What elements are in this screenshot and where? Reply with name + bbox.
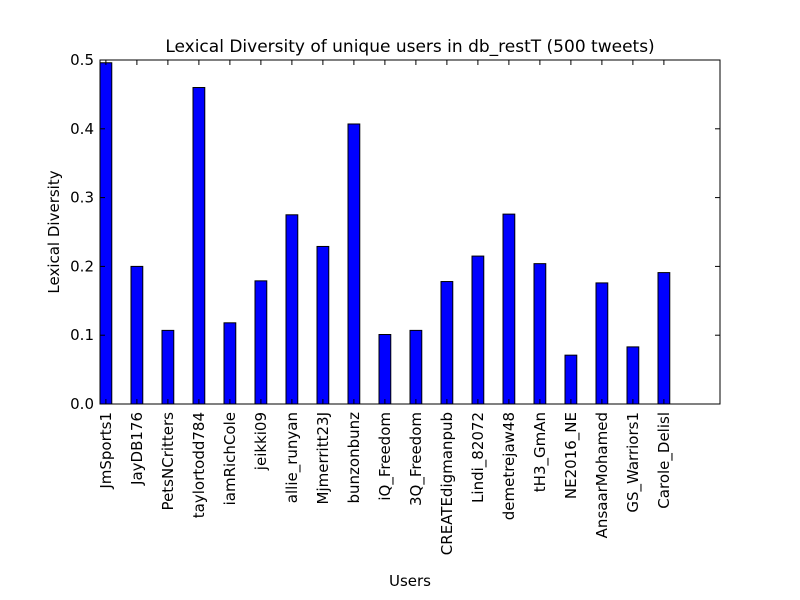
y-tick-label: 0.3 — [70, 189, 94, 207]
bar-AnsaarMohamed — [595, 282, 609, 405]
x-tick-label: Mjmerritt23J — [314, 412, 332, 504]
x-tick-label: bunzonbunz — [345, 412, 363, 504]
x-tick-label: PetsNCritters — [159, 412, 177, 511]
chart-title: Lexical Diversity of unique users in db_… — [165, 37, 654, 57]
x-tick-label: demetrejaw48 — [500, 412, 518, 520]
y-tick-label: 0.1 — [70, 326, 94, 344]
x-tick-label: 3Q_Freedom — [407, 412, 426, 506]
x-tick-label: jeikki09 — [252, 412, 270, 471]
x-tick-label: JayDB176 — [128, 412, 146, 486]
bar-Lindi_82072 — [471, 255, 485, 405]
y-tick-label: 0.5 — [70, 51, 94, 69]
bar-JmSports1 — [99, 62, 113, 405]
bar-taylortodd784 — [192, 87, 206, 405]
y-axis-label: Lexical Diversity — [45, 170, 63, 293]
plot-frame — [99, 59, 721, 405]
bar-CREATEdigmanpub — [440, 281, 454, 405]
bar-Mjmerritt23J — [316, 245, 330, 405]
y-tick-label: 0.2 — [70, 257, 94, 275]
x-tick-label: taylortodd784 — [190, 412, 208, 518]
x-tick-label: allie_runyan — [283, 412, 302, 503]
bar-iQ_Freedom — [378, 334, 392, 405]
x-tick-label: tH3_GmAn — [531, 412, 550, 492]
x-axis-label: Users — [389, 572, 431, 590]
x-tick-label: iamRichCole — [221, 412, 239, 505]
bar-JayDB176 — [130, 265, 144, 405]
y-tick-label: 0.4 — [70, 120, 94, 138]
bar-iamRichCole — [223, 322, 237, 405]
x-tick-label: iQ_Freedom — [376, 412, 395, 501]
bar-GS_Warriors1 — [626, 346, 640, 405]
bar-bunzonbunz — [347, 123, 361, 405]
bar-PetsNCritters — [161, 329, 175, 405]
x-tick-label: JmSports1 — [97, 412, 115, 490]
bar-jeikki09 — [254, 280, 268, 405]
bar-3Q_Freedom — [409, 329, 423, 405]
bar-demetrejaw48 — [502, 213, 516, 405]
x-tick-label: Lindi_82072 — [469, 412, 488, 503]
plot-area: 0.0 0.1 0.2 0.3 0.4 0.5 JmSports1 JayDB176 PetsN… — [70, 51, 721, 555]
bar-Carole_Delisl — [657, 272, 671, 405]
x-tick-label: AnsaarMohamed — [593, 412, 611, 538]
bar-NE2016_NE — [564, 354, 578, 405]
x-tick-label: CREATEdigmanpub — [438, 412, 456, 555]
y-tick-label: 0.0 — [70, 395, 94, 413]
x-tick-label: Carole_Delisl — [655, 412, 674, 509]
x-tick-label: GS_Warriors1 — [624, 412, 643, 513]
bar-allie_runyan — [285, 214, 299, 405]
bar-tH3_GmAn — [533, 263, 547, 405]
x-tick-label: NE2016_NE — [562, 412, 581, 499]
